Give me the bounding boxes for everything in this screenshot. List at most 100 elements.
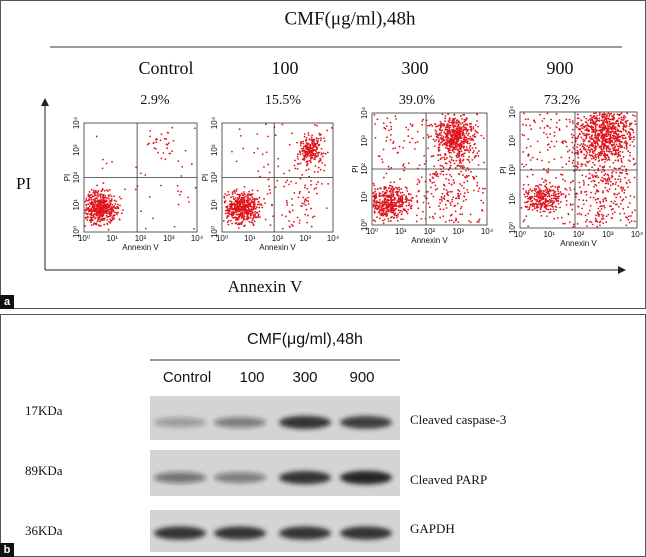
- event-dot: [580, 190, 583, 193]
- event-dot: [441, 135, 443, 137]
- event-dot: [468, 219, 470, 222]
- event-dot: [436, 187, 439, 190]
- event-dot: [572, 223, 575, 226]
- event-dot: [374, 123, 377, 125]
- event-dot: [473, 133, 476, 136]
- event-dot: [463, 152, 466, 155]
- event-dot: [387, 220, 390, 223]
- event-dot: [589, 204, 592, 207]
- event-dot: [401, 210, 404, 213]
- event-dot: [246, 193, 249, 196]
- event-dot: [621, 171, 624, 174]
- event-dot: [453, 125, 455, 128]
- event-dot: [307, 202, 310, 205]
- event-dot: [550, 118, 552, 121]
- event-dot: [107, 190, 109, 193]
- event-dot: [313, 154, 315, 157]
- event-dot: [391, 215, 393, 218]
- event-dot: [92, 213, 95, 216]
- event-dot: [241, 220, 244, 223]
- event-dot: [600, 154, 602, 157]
- event-dot: [548, 194, 551, 197]
- event-dot: [99, 224, 102, 227]
- event-dot: [456, 140, 459, 143]
- event-dot: [557, 185, 560, 188]
- event-dot: [530, 196, 533, 198]
- event-dot: [251, 221, 254, 224]
- event-dot: [303, 154, 305, 157]
- event-dot: [242, 204, 245, 206]
- event-dot: [538, 183, 541, 186]
- event-dot: [629, 128, 632, 130]
- event-dot: [605, 147, 608, 150]
- event-dot: [410, 207, 413, 210]
- event-dot: [602, 115, 605, 118]
- event-dot: [312, 143, 315, 145]
- event-dot: [458, 195, 461, 197]
- event-dot: [87, 206, 90, 209]
- event-dot: [458, 130, 461, 132]
- event-dot: [180, 175, 183, 177]
- event-dot: [390, 199, 393, 202]
- event-dot: [90, 193, 93, 196]
- event-dot: [599, 224, 601, 227]
- event-dot: [605, 215, 608, 218]
- y-tick-label: 10²: [72, 171, 81, 183]
- event-dot: [597, 160, 600, 163]
- event-dot: [93, 222, 95, 225]
- event-dot: [394, 147, 397, 149]
- event-dot: [456, 119, 459, 122]
- event-dot: [564, 222, 566, 225]
- event-dot: [135, 166, 138, 169]
- event-dot: [593, 146, 596, 149]
- event-dot: [165, 143, 168, 146]
- event-dot: [304, 152, 307, 154]
- event-dot: [593, 185, 595, 188]
- event-dot: [109, 193, 111, 196]
- event-dot: [612, 149, 615, 152]
- event-dot: [622, 207, 625, 210]
- event-dot: [437, 140, 440, 143]
- event-dot: [252, 214, 255, 217]
- event-dot: [532, 202, 535, 205]
- event-dot: [550, 199, 553, 202]
- event-dot: [411, 124, 414, 126]
- event-dot: [580, 119, 583, 122]
- event-dot: [602, 191, 604, 194]
- event-dot: [477, 125, 480, 128]
- event-dot: [444, 120, 446, 123]
- event-dot: [572, 128, 574, 131]
- event-dot: [380, 207, 383, 209]
- event-dot: [258, 206, 261, 209]
- event-dot: [97, 199, 100, 202]
- event-dot: [229, 200, 231, 203]
- event-dot: [541, 177, 544, 180]
- event-dot: [568, 160, 570, 163]
- event-dot: [108, 208, 110, 211]
- event-dot: [89, 194, 91, 197]
- event-dot: [459, 193, 462, 195]
- event-dot: [446, 147, 449, 149]
- event-dot: [473, 156, 476, 159]
- event-dot: [482, 187, 484, 190]
- event-dot: [447, 149, 450, 152]
- event-dot: [307, 214, 309, 217]
- event-dot: [522, 187, 525, 190]
- event-dot: [256, 189, 259, 192]
- event-dot: [385, 206, 388, 209]
- event-dot: [600, 218, 603, 220]
- event-dot: [318, 151, 321, 154]
- event-dot: [229, 202, 232, 205]
- event-dot: [454, 130, 457, 133]
- event-dot: [523, 165, 525, 168]
- event-dot: [134, 188, 137, 191]
- event-dot: [531, 205, 534, 208]
- event-dot: [457, 154, 460, 157]
- event-dot: [579, 148, 582, 151]
- event-dot: [585, 124, 588, 127]
- event-dot: [290, 180, 293, 183]
- event-dot: [552, 206, 554, 208]
- event-dot: [259, 175, 261, 178]
- event-dot: [318, 132, 321, 135]
- event-dot: [613, 113, 616, 116]
